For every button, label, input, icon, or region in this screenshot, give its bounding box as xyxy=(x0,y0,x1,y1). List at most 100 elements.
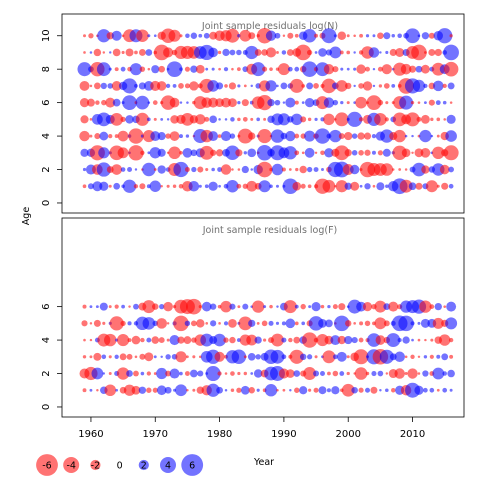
residual-bubble xyxy=(314,355,318,359)
x-tick-label: 2000 xyxy=(335,429,360,440)
residual-bubble xyxy=(436,134,440,138)
residual-bubble xyxy=(205,322,209,325)
residual-bubble xyxy=(332,304,338,310)
residual-bubble xyxy=(446,114,456,124)
residual-bubble xyxy=(410,100,415,105)
residual-bubble xyxy=(436,117,441,122)
bottom-panel-bubbles xyxy=(79,298,458,398)
residual-bubble xyxy=(448,183,454,189)
residual-bubble xyxy=(372,34,376,38)
residual-bubble xyxy=(179,134,183,139)
residual-bubble xyxy=(345,320,352,327)
residual-bubble xyxy=(198,184,202,188)
residual-bubble xyxy=(226,180,239,193)
residual-bubble xyxy=(238,316,253,331)
legend-label: 2 xyxy=(141,461,147,472)
residual-bubble xyxy=(289,349,304,364)
residual-bubble xyxy=(80,115,89,124)
residual-bubble xyxy=(217,50,222,55)
residual-bubble xyxy=(276,84,279,88)
top-panel-title: Joint sample residuals log(N) xyxy=(201,21,338,32)
bottom-panel-title: Joint sample residuals log(F) xyxy=(202,225,338,236)
residual-bubble xyxy=(122,179,137,193)
residual-bubble xyxy=(294,133,300,139)
residual-bubble xyxy=(399,95,414,110)
residual-bubble xyxy=(79,80,90,91)
residual-bubble xyxy=(208,97,219,108)
residual-bubble xyxy=(89,84,93,88)
residual-bubble xyxy=(425,180,438,193)
residual-bubble xyxy=(237,305,241,309)
residual-bubble xyxy=(82,184,87,189)
residual-bubble xyxy=(289,389,292,392)
residual-bubble xyxy=(423,355,428,359)
residual-bubble xyxy=(209,303,217,310)
residual-bubble xyxy=(111,30,122,41)
residual-bubble xyxy=(322,350,336,364)
residual-bubble xyxy=(402,336,410,344)
residual-bubble xyxy=(356,64,366,74)
residual-bubble xyxy=(281,337,287,343)
residual-bubble xyxy=(129,63,142,76)
residual-bubble xyxy=(133,370,139,377)
residual-bubble xyxy=(335,180,348,193)
residual-bubble xyxy=(200,333,214,347)
residual-bubble xyxy=(324,148,334,158)
residual-bubble xyxy=(127,338,132,343)
residual-bubble xyxy=(321,28,337,44)
residual-bubble xyxy=(371,133,377,139)
residual-bubble xyxy=(126,370,133,377)
residual-bubble xyxy=(424,51,427,54)
legend-bubble xyxy=(90,459,101,471)
residual-bubble xyxy=(157,148,166,157)
residual-bubble xyxy=(160,185,163,188)
residual-bubble xyxy=(126,353,133,360)
residual-bubble xyxy=(222,48,230,57)
y-tick-label: 6 xyxy=(41,99,52,105)
residual-bubble xyxy=(294,100,299,105)
residual-bubble xyxy=(351,150,358,156)
residual-bubble xyxy=(218,67,221,71)
residual-bubble xyxy=(144,352,154,362)
residual-bubble xyxy=(105,97,116,108)
residual-bubble xyxy=(429,304,435,309)
residual-bubble xyxy=(80,148,89,157)
residual-bubble xyxy=(245,45,259,60)
residual-bubble xyxy=(283,300,297,314)
residual-bubble xyxy=(140,371,145,376)
residual-bubble xyxy=(295,44,312,61)
residual-bubble xyxy=(89,322,93,325)
residual-bubble xyxy=(323,64,335,75)
residual-bubble xyxy=(98,147,110,159)
residual-bubble xyxy=(344,335,353,345)
residual-bubble xyxy=(237,117,241,122)
residual-bubble xyxy=(263,338,267,342)
residual-bubble xyxy=(224,118,228,121)
residual-bubble xyxy=(175,384,187,397)
residual-bubble xyxy=(283,146,297,160)
residual-bubble xyxy=(237,100,241,105)
residual-bubble xyxy=(267,99,275,107)
residual-bubble xyxy=(139,353,146,360)
residual-bubble xyxy=(152,387,158,393)
residual-bubble xyxy=(213,333,226,347)
residual-bubble xyxy=(88,33,94,39)
residual-bubble xyxy=(449,101,453,104)
residual-bubble xyxy=(220,300,232,313)
residual-bubble xyxy=(128,305,131,308)
residual-bubble xyxy=(179,34,183,38)
residual-bubble xyxy=(83,338,86,342)
residual-bubble xyxy=(160,117,164,121)
residual-bubble xyxy=(114,354,119,359)
residual-bubble xyxy=(225,28,240,43)
residual-bubble xyxy=(268,320,274,326)
residual-bubble xyxy=(229,49,236,56)
residual-bubble xyxy=(192,355,196,359)
residual-bubble xyxy=(178,184,184,189)
residual-bubble xyxy=(449,388,453,392)
residual-bubble xyxy=(276,388,279,392)
residual-bubble xyxy=(306,166,313,173)
residual-bubble xyxy=(420,147,431,158)
residual-bubble xyxy=(417,372,421,375)
